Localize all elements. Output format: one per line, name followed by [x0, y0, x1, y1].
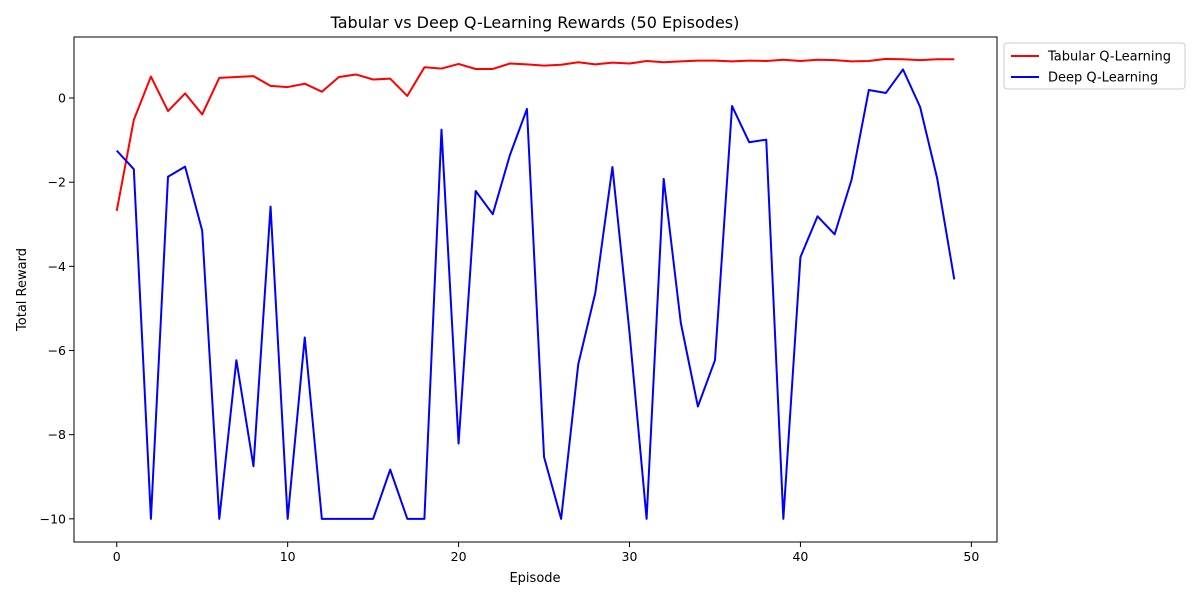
x-tick-label: 30	[622, 549, 638, 564]
x-tick-label: 0	[113, 549, 121, 564]
y-tick-label: −6	[48, 343, 66, 358]
x-tick-label: 10	[280, 549, 296, 564]
x-axis: 0 10 20 30 40 50	[113, 542, 979, 564]
y-axis: 0 −2 −4 −6 −8 −10	[40, 91, 74, 526]
x-tick-label: 50	[963, 549, 979, 564]
legend-box	[1003, 42, 1186, 90]
series-line-tabular-q-learning	[115, 57, 955, 211]
x-axis-label: Episode	[509, 571, 560, 586]
y-tick-label: −10	[40, 511, 66, 526]
x-tick-label: 40	[792, 549, 808, 564]
y-tick-label: −8	[48, 427, 66, 442]
y-tick-label: 0	[58, 91, 66, 106]
chart-title: Tabular vs Deep Q-Learning Rewards (50 E…	[330, 13, 740, 32]
plot-area-frame	[73, 36, 998, 543]
plot-lines	[115, 57, 956, 520]
y-tick-label: −2	[48, 175, 66, 190]
y-axis-label: Total Reward	[15, 248, 30, 332]
legend-label: Deep Q-Learning	[1048, 71, 1158, 86]
series-line-deep-q-learning	[115, 68, 956, 520]
x-tick-label: 20	[451, 549, 467, 564]
legend: Tabular Q-Learning Deep Q-Learning	[1003, 42, 1186, 90]
y-tick-label: −4	[48, 259, 66, 274]
legend-label: Tabular Q-Learning	[1047, 50, 1171, 65]
